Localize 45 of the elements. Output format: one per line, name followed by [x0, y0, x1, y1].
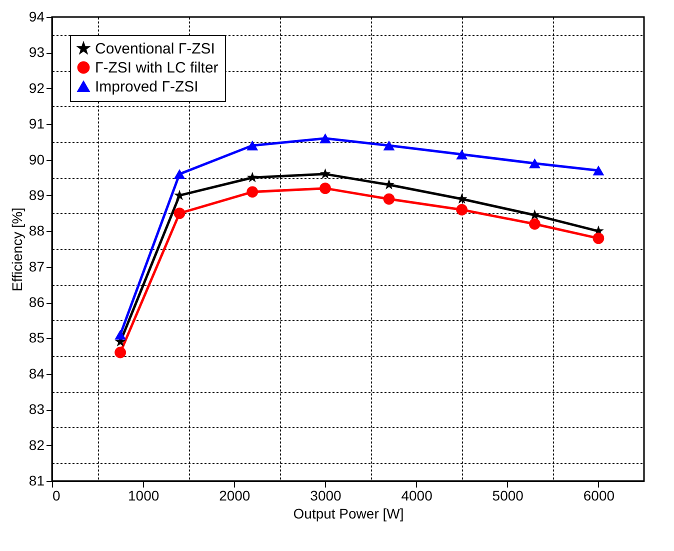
y-tick-label: 85 — [28, 330, 45, 346]
point — [246, 140, 258, 150]
legend-label: Improved Γ-ZSI — [95, 78, 198, 96]
point — [246, 186, 258, 198]
point — [529, 158, 540, 168]
y-tick-label: 88 — [28, 222, 45, 239]
point — [383, 193, 395, 205]
point — [529, 218, 540, 230]
legend-label: Γ-ZSI with LC filter — [95, 60, 218, 76]
y-tick-label: 89 — [28, 186, 45, 203]
point — [114, 346, 126, 358]
y-tick-label: 94 — [28, 8, 45, 24]
point — [456, 204, 468, 216]
x-tick-label: 1000 — [128, 488, 160, 504]
point — [383, 140, 395, 150]
x-tick-label: 6000 — [583, 488, 615, 504]
y-tick-label: 81 — [28, 472, 45, 488]
x-axis-title: Output Power [W] — [293, 506, 404, 522]
point — [246, 172, 258, 182]
point — [320, 182, 331, 194]
x-tick-label: 5000 — [492, 488, 524, 504]
point — [174, 208, 186, 219]
y-tick-label: 84 — [28, 365, 45, 382]
point — [592, 232, 604, 244]
point — [592, 166, 604, 176]
point — [114, 330, 126, 340]
y-axis-title: Efficiency [%] — [8, 208, 25, 292]
y-tick-label: 86 — [28, 294, 45, 310]
point — [174, 169, 186, 179]
x-tick-label: 0 — [52, 488, 60, 504]
x-tick-label: 2000 — [219, 488, 250, 504]
y-tick-label: 82 — [28, 436, 45, 453]
y-tick-label: 92 — [28, 80, 45, 96]
point — [456, 149, 468, 160]
y-tick-label: 87 — [28, 258, 45, 274]
y-tick-label: 83 — [28, 401, 45, 418]
x-tick-label: 3000 — [310, 488, 342, 504]
legend-label: Coventional Γ-ZSI — [95, 40, 215, 58]
y-tick-label: 91 — [28, 116, 45, 132]
y-tick-label: 93 — [28, 44, 45, 60]
y-tick-label: 90 — [28, 151, 45, 168]
point — [320, 168, 331, 179]
x-tick-label: 4000 — [401, 488, 433, 504]
point — [320, 133, 331, 144]
point — [384, 179, 394, 190]
